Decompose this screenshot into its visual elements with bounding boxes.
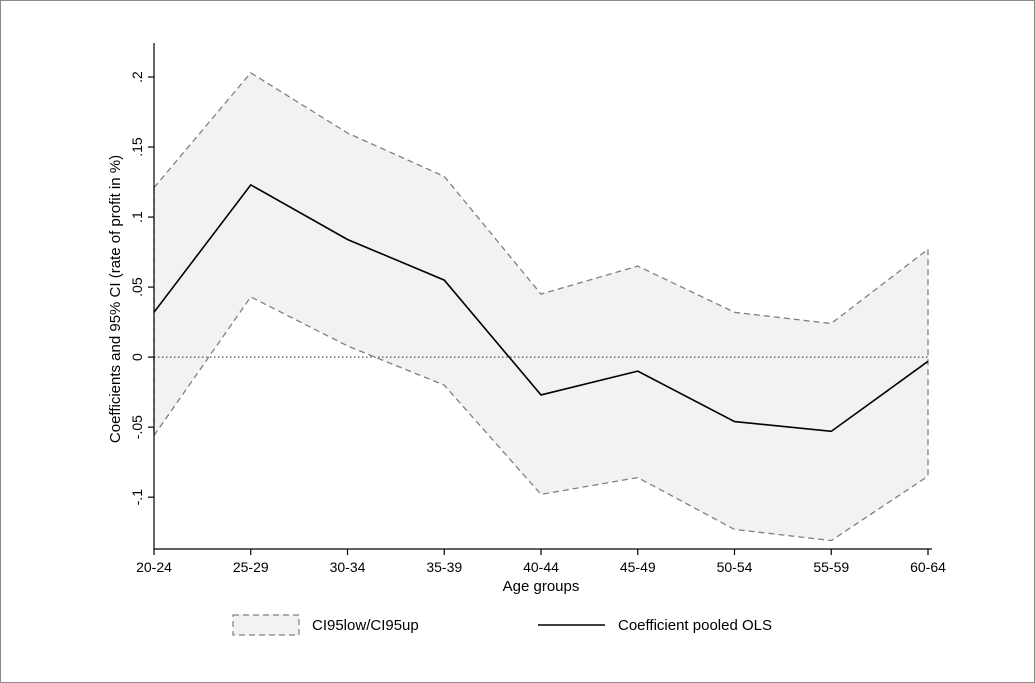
x-tick-label: 55-59 bbox=[813, 559, 849, 575]
y-axis-title: Coefficients and 95% CI (rate of profit … bbox=[107, 155, 124, 443]
x-axis-title: Age groups bbox=[503, 578, 580, 595]
x-tick-label: 40-44 bbox=[523, 559, 559, 575]
y-tick-label: -.1 bbox=[129, 489, 145, 506]
legend-band-swatch bbox=[232, 614, 300, 636]
y-tick-label: .05 bbox=[129, 277, 145, 297]
x-tick-label: 60-64 bbox=[910, 559, 946, 575]
x-tick-label: 45-49 bbox=[620, 559, 656, 575]
ci-band-layer bbox=[153, 71, 929, 542]
x-tick-label: 25-29 bbox=[233, 559, 269, 575]
y-tick-label: .2 bbox=[129, 71, 145, 83]
x-tick-label: 30-34 bbox=[330, 559, 366, 575]
x-tick-label: 35-39 bbox=[426, 559, 462, 575]
y-tick-label: 0 bbox=[129, 353, 145, 361]
y-tick-label: .1 bbox=[129, 211, 145, 223]
legend-band-label: CI95low/CI95up bbox=[312, 617, 419, 634]
y-tick-label: -.05 bbox=[129, 415, 145, 439]
axes-layer: -.1 -.05 0 .05 .1 .15 .2 20-24 25-29 30-34 35-39 40… bbox=[129, 43, 946, 575]
ci-lower-line bbox=[153, 296, 929, 542]
x-tick-label: 20-24 bbox=[136, 559, 172, 575]
ci-band-fill bbox=[154, 72, 928, 541]
legend-line-label: Coefficient pooled OLS bbox=[618, 617, 772, 634]
ci-upper-line bbox=[153, 71, 929, 325]
x-tick-label: 50-54 bbox=[717, 559, 753, 575]
legend: CI95low/CI95up Coefficient pooled OLS bbox=[232, 614, 772, 636]
y-tick-label: .15 bbox=[129, 137, 145, 157]
